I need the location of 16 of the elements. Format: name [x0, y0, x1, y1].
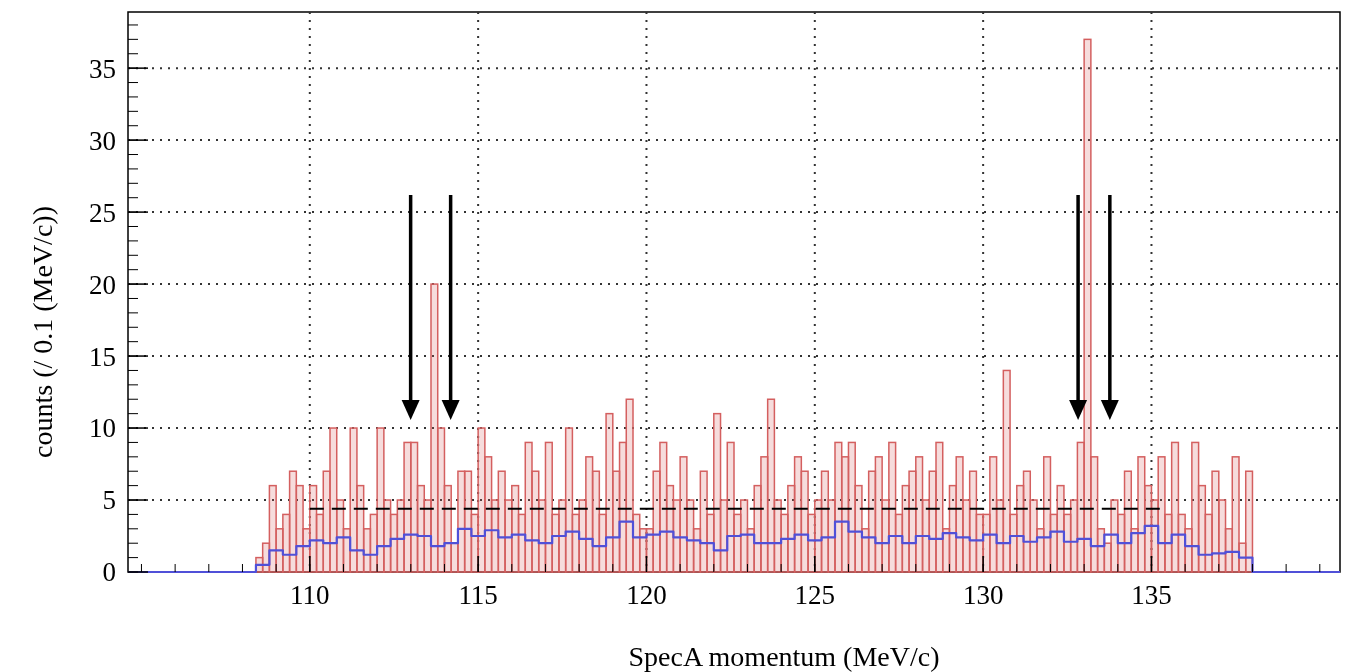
y-tick-label: 10 — [89, 413, 116, 444]
x-tick-label: 120 — [626, 580, 667, 610]
x-tick-label: 115 — [458, 580, 498, 610]
y-tick-label: 15 — [89, 341, 116, 372]
y-tick-label: 20 — [89, 269, 116, 300]
x-tick-label: 135 — [1131, 580, 1172, 610]
y-axis-title: counts (/ 0.1 (MeV/c)) — [27, 206, 58, 458]
y-tick-label: 25 — [89, 197, 116, 228]
x-axis-title: SpecA momentum (MeV/c) — [628, 641, 940, 672]
y-tick-label: 30 — [89, 125, 116, 156]
x-tick-label: 130 — [962, 580, 1004, 610]
y-tick-label: 0 — [102, 557, 116, 588]
y-tick-label: 5 — [102, 485, 116, 516]
x-tick-label: 125 — [794, 580, 836, 610]
y-tick-label: 35 — [89, 53, 116, 84]
x-tick-label: 110 — [290, 580, 330, 610]
